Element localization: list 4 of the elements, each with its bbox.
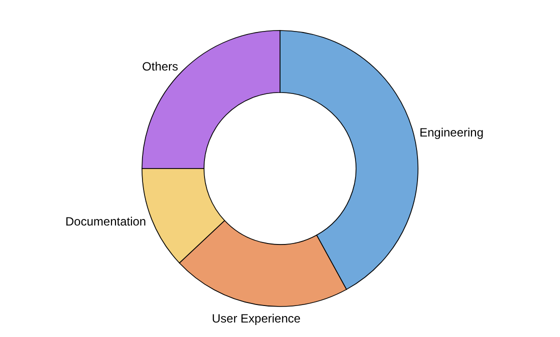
slice-label: User Experience: [212, 312, 301, 326]
slice-label: Engineering: [419, 126, 484, 140]
slice-label: Others: [142, 60, 178, 74]
slice-label: Documentation: [65, 214, 146, 229]
